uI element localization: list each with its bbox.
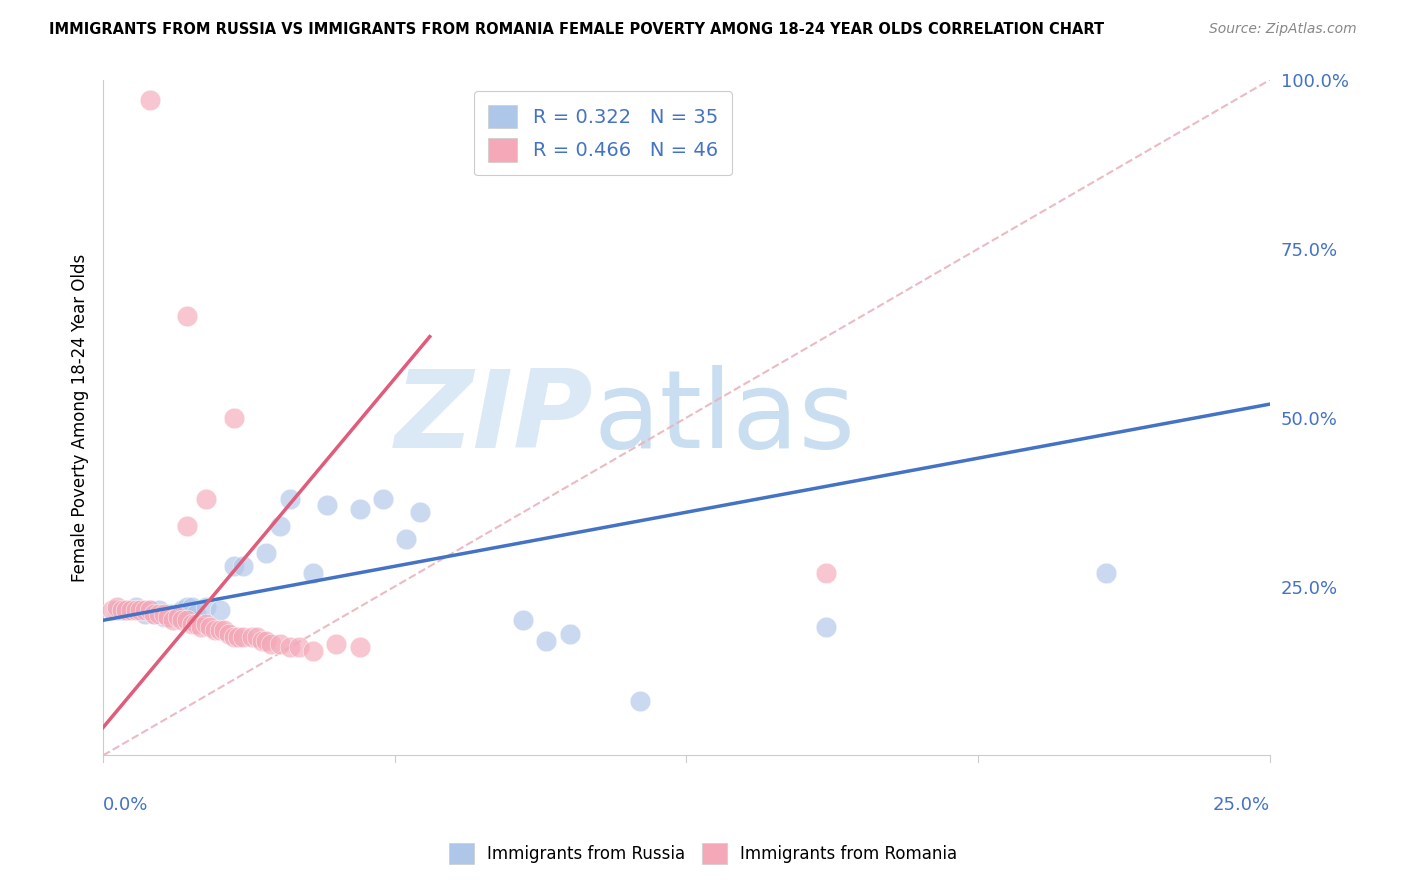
- Point: [222, 559, 245, 574]
- Point: [536, 633, 558, 648]
- Point: [105, 599, 128, 614]
- Point: [176, 613, 198, 627]
- Point: [143, 607, 166, 621]
- Text: Source: ZipAtlas.com: Source: ZipAtlas.com: [1209, 22, 1357, 37]
- Point: [232, 630, 254, 644]
- Point: [242, 630, 264, 644]
- Point: [349, 640, 371, 655]
- Point: [200, 620, 222, 634]
- Point: [269, 637, 291, 651]
- Point: [208, 603, 231, 617]
- Point: [302, 566, 325, 580]
- Point: [134, 607, 156, 621]
- Point: [148, 607, 170, 621]
- Point: [162, 607, 184, 621]
- Point: [139, 603, 162, 617]
- Point: [148, 603, 170, 617]
- Point: [180, 616, 202, 631]
- Point: [172, 603, 194, 617]
- Point: [815, 620, 838, 634]
- Point: [139, 603, 162, 617]
- Text: IMMIGRANTS FROM RUSSIA VS IMMIGRANTS FROM ROMANIA FEMALE POVERTY AMONG 18-24 YEA: IMMIGRANTS FROM RUSSIA VS IMMIGRANTS FRO…: [49, 22, 1104, 37]
- Point: [260, 637, 283, 651]
- Point: [222, 410, 245, 425]
- Point: [139, 93, 162, 107]
- Point: [349, 501, 371, 516]
- Point: [256, 633, 278, 648]
- Point: [558, 627, 581, 641]
- Point: [176, 599, 198, 614]
- Legend: R = 0.322   N = 35, R = 0.466   N = 46: R = 0.322 N = 35, R = 0.466 N = 46: [474, 91, 731, 176]
- Point: [222, 630, 245, 644]
- Point: [194, 491, 217, 506]
- Point: [1095, 566, 1118, 580]
- Point: [246, 630, 269, 644]
- Point: [228, 630, 250, 644]
- Point: [371, 491, 394, 506]
- Y-axis label: Female Poverty Among 18-24 Year Olds: Female Poverty Among 18-24 Year Olds: [72, 253, 89, 582]
- Point: [190, 620, 212, 634]
- Point: [815, 566, 838, 580]
- Point: [278, 491, 301, 506]
- Point: [172, 613, 194, 627]
- Point: [512, 613, 534, 627]
- Legend: Immigrants from Russia, Immigrants from Romania: Immigrants from Russia, Immigrants from …: [441, 837, 965, 871]
- Point: [152, 607, 174, 621]
- Point: [105, 603, 128, 617]
- Point: [186, 607, 208, 621]
- Point: [194, 616, 217, 631]
- Point: [120, 603, 142, 617]
- Point: [166, 607, 188, 621]
- Point: [166, 610, 188, 624]
- Point: [125, 603, 148, 617]
- Text: atlas: atlas: [593, 365, 855, 471]
- Point: [288, 640, 311, 655]
- Point: [134, 603, 156, 617]
- Text: 0.0%: 0.0%: [103, 796, 149, 814]
- Point: [129, 603, 152, 617]
- Point: [302, 643, 325, 657]
- Point: [186, 616, 208, 631]
- Point: [129, 603, 152, 617]
- Point: [628, 694, 651, 708]
- Point: [409, 505, 432, 519]
- Point: [176, 310, 198, 324]
- Point: [256, 546, 278, 560]
- Point: [325, 637, 347, 651]
- Point: [115, 603, 138, 617]
- Text: 25.0%: 25.0%: [1212, 796, 1270, 814]
- Point: [194, 599, 217, 614]
- Point: [125, 599, 148, 614]
- Point: [232, 559, 254, 574]
- Point: [278, 640, 301, 655]
- Point: [269, 518, 291, 533]
- Point: [180, 599, 202, 614]
- Point: [111, 603, 134, 617]
- Point: [208, 624, 231, 638]
- Point: [395, 533, 418, 547]
- Point: [176, 518, 198, 533]
- Point: [157, 610, 180, 624]
- Point: [316, 499, 339, 513]
- Point: [162, 613, 184, 627]
- Point: [143, 607, 166, 621]
- Point: [115, 603, 138, 617]
- Text: ZIP: ZIP: [395, 365, 593, 471]
- Point: [157, 607, 180, 621]
- Point: [101, 603, 124, 617]
- Point: [250, 633, 273, 648]
- Point: [204, 624, 226, 638]
- Point: [218, 627, 240, 641]
- Point: [152, 610, 174, 624]
- Point: [214, 624, 236, 638]
